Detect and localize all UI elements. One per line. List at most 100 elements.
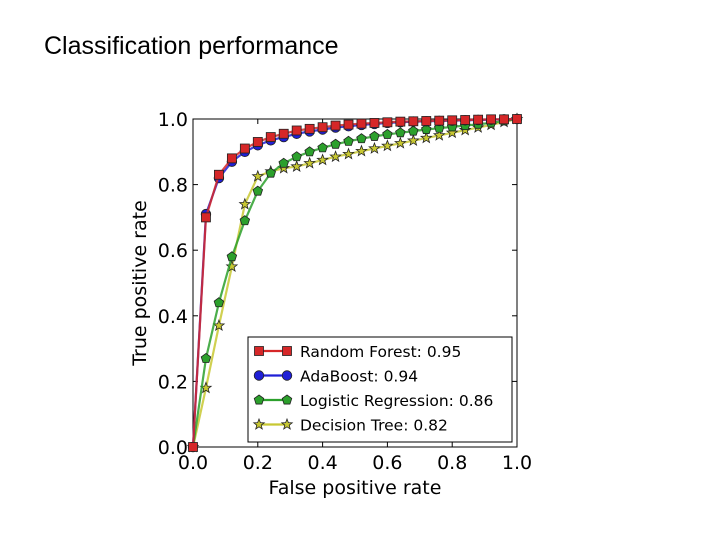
data-point bbox=[369, 130, 380, 141]
data-point bbox=[381, 139, 394, 152]
data-point bbox=[434, 115, 445, 126]
y-axis-label: True positive rate bbox=[129, 200, 151, 367]
data-point bbox=[278, 157, 289, 168]
data-point bbox=[394, 136, 407, 149]
data-point bbox=[303, 156, 316, 169]
data-point bbox=[213, 297, 225, 308]
data-point bbox=[408, 116, 419, 127]
data-point bbox=[239, 215, 251, 226]
data-point bbox=[395, 116, 406, 127]
x-tick-label: 0.2 bbox=[243, 452, 273, 474]
data-point bbox=[317, 122, 328, 133]
legend-entry: Decision Tree: 0.82 bbox=[252, 417, 448, 435]
legend-label: AdaBoost: 0.94 bbox=[300, 368, 418, 386]
data-point bbox=[432, 128, 446, 141]
data-point bbox=[188, 442, 198, 452]
data-point bbox=[226, 251, 238, 262]
series-1 bbox=[188, 114, 522, 452]
data-point bbox=[356, 118, 367, 129]
data-point bbox=[382, 117, 393, 128]
x-tick-label: 0.0 bbox=[178, 452, 208, 474]
data-point bbox=[473, 114, 484, 125]
plot-frame bbox=[192, 118, 518, 448]
y-tick-label: 0.6 bbox=[158, 240, 188, 262]
data-point bbox=[421, 124, 432, 134]
data-point bbox=[408, 125, 419, 136]
legend-marker bbox=[281, 370, 293, 381]
x-tick-label: 1.0 bbox=[502, 452, 532, 474]
data-point bbox=[499, 114, 509, 125]
data-point bbox=[395, 127, 406, 138]
legend-label: Logistic Regression: 0.86 bbox=[300, 392, 493, 410]
data-point bbox=[265, 132, 276, 142]
y-tick-label: 0.2 bbox=[158, 371, 188, 393]
legend-marker bbox=[253, 370, 265, 381]
data-point bbox=[252, 185, 264, 196]
legend-marker bbox=[253, 394, 265, 405]
data-point bbox=[343, 119, 354, 130]
data-point bbox=[252, 137, 263, 147]
data-point bbox=[278, 128, 289, 139]
data-point bbox=[317, 142, 328, 153]
legend-label: Decision Tree: 0.82 bbox=[300, 417, 448, 435]
y-tick-label: 0.8 bbox=[158, 175, 188, 197]
data-point bbox=[421, 116, 432, 126]
data-point bbox=[368, 141, 381, 154]
x-axis-label: False positive rate bbox=[269, 477, 442, 499]
data-point bbox=[238, 197, 252, 210]
data-point bbox=[406, 133, 420, 147]
data-point bbox=[226, 153, 237, 164]
data-point bbox=[291, 125, 302, 136]
legend-marker bbox=[282, 346, 292, 356]
data-point bbox=[200, 352, 212, 363]
data-point bbox=[382, 128, 393, 139]
data-point bbox=[290, 159, 304, 172]
data-point bbox=[447, 115, 458, 126]
legend-entry: Logistic Regression: 0.86 bbox=[253, 392, 493, 410]
legend: Random Forest: 0.95 AdaBoost: 0.94 Logisti… bbox=[247, 336, 513, 443]
data-point bbox=[265, 167, 276, 178]
y-tick-label: 0.0 bbox=[158, 437, 188, 459]
data-point bbox=[355, 144, 368, 157]
series-group bbox=[186, 112, 524, 453]
data-point bbox=[330, 138, 341, 149]
data-point bbox=[239, 143, 250, 154]
y-tick-labels: 0.0 0.2 0.4 0.6 0.8 1.0 bbox=[158, 109, 188, 459]
y-tick-label: 0.4 bbox=[158, 306, 188, 328]
data-point bbox=[330, 120, 341, 131]
data-point bbox=[342, 147, 355, 160]
data-point bbox=[419, 131, 433, 144]
data-point bbox=[460, 115, 471, 125]
legend-marker bbox=[281, 394, 293, 405]
data-point bbox=[291, 151, 302, 162]
x-tick-labels: 0.0 0.2 0.4 0.6 0.8 1.0 bbox=[178, 452, 532, 474]
data-point bbox=[201, 212, 211, 223]
data-point bbox=[445, 126, 459, 139]
data-point bbox=[356, 133, 367, 144]
legend-marker bbox=[280, 417, 294, 430]
legend-entry: Random Forest: 0.95 bbox=[254, 343, 461, 361]
data-point bbox=[251, 169, 265, 182]
data-point bbox=[512, 114, 522, 124]
slide-title: Classification performance bbox=[44, 32, 339, 60]
y-tick-label: 1.0 bbox=[158, 109, 188, 131]
x-tick-label: 0.8 bbox=[437, 452, 467, 474]
legend-marker bbox=[254, 346, 264, 356]
data-point bbox=[486, 114, 496, 125]
data-point bbox=[369, 118, 380, 128]
legend-label: Random Forest: 0.95 bbox=[300, 343, 461, 361]
data-point bbox=[304, 123, 315, 134]
legend-entry: AdaBoost: 0.94 bbox=[253, 368, 418, 386]
data-point bbox=[316, 153, 329, 166]
plot-area bbox=[186, 112, 524, 453]
legend-entries: Random Forest: 0.95 AdaBoost: 0.94 Logisti… bbox=[252, 343, 493, 435]
data-point bbox=[329, 150, 342, 163]
x-tick-label: 0.4 bbox=[307, 452, 337, 474]
data-point bbox=[343, 135, 354, 146]
data-point bbox=[214, 169, 224, 180]
data-point bbox=[225, 259, 239, 272]
data-point bbox=[304, 146, 315, 157]
x-tick-label: 0.6 bbox=[372, 452, 402, 474]
legend-marker bbox=[252, 417, 266, 430]
